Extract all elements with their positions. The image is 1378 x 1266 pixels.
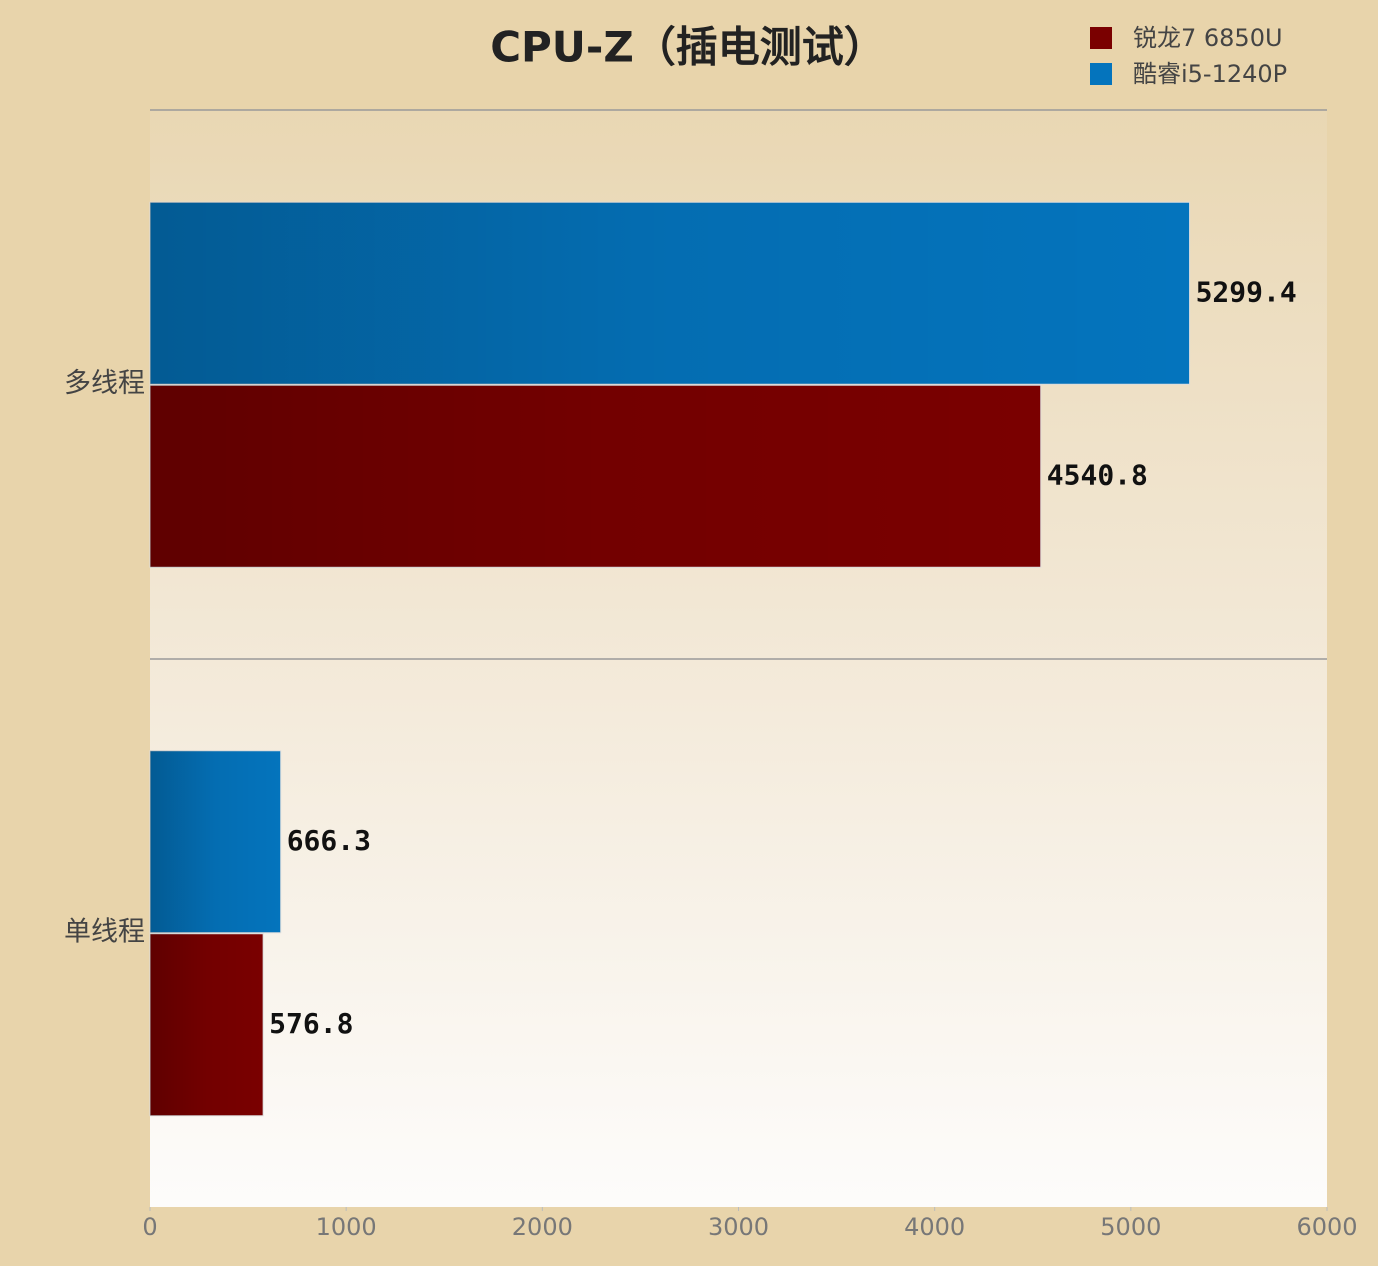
bar-shade xyxy=(150,385,1041,568)
value-label: 4540.8 xyxy=(1047,458,1148,491)
x-tick-label: 3000 xyxy=(708,1213,769,1241)
value-label: 666.3 xyxy=(287,824,371,857)
value-label: 576.8 xyxy=(269,1007,353,1040)
legend-swatch xyxy=(1090,27,1112,49)
x-tick-label: 5000 xyxy=(1100,1213,1161,1241)
chart-title: CPU-Z（插电测试） xyxy=(490,23,886,72)
bar-shade xyxy=(150,202,1190,385)
x-tick-label: 2000 xyxy=(512,1213,573,1241)
y-tick-label: 多线程 xyxy=(64,368,145,399)
x-tick-label: 6000 xyxy=(1296,1213,1357,1241)
legend-label: 锐龙7 6850U xyxy=(1133,24,1283,52)
value-label: 5299.4 xyxy=(1196,275,1297,308)
y-tick-label: 单线程 xyxy=(64,916,145,947)
legend-label: 酷睿i5-1240P xyxy=(1133,60,1287,88)
bar-shade xyxy=(150,933,264,1116)
x-tick-label: 1000 xyxy=(316,1213,377,1241)
x-tick-label: 0 xyxy=(142,1213,157,1241)
legend-swatch xyxy=(1090,63,1112,85)
bar-shade xyxy=(150,750,281,933)
x-tick-label: 4000 xyxy=(904,1213,965,1241)
